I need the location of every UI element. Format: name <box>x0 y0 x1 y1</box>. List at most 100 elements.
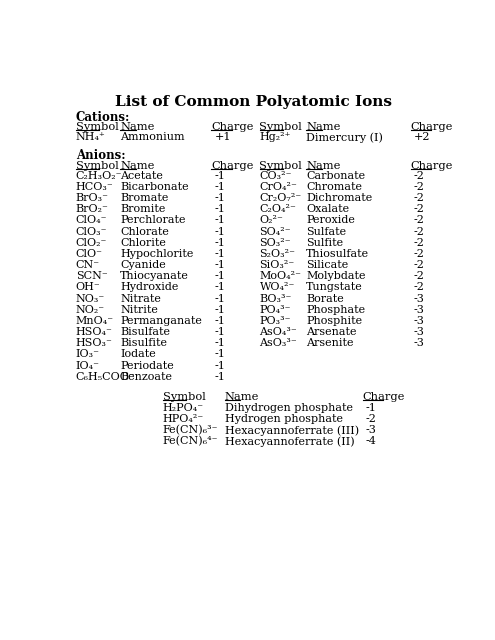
Text: Periodate: Periodate <box>120 360 174 371</box>
Text: Phosphate: Phosphate <box>306 305 365 315</box>
Text: Borate: Borate <box>306 294 344 303</box>
Text: Symbol: Symbol <box>259 161 302 171</box>
Text: -2: -2 <box>414 271 425 281</box>
Text: Dimercury (I): Dimercury (I) <box>306 132 383 143</box>
Text: Nitrite: Nitrite <box>120 305 158 315</box>
Text: Phosphite: Phosphite <box>306 316 362 326</box>
Text: C₆H₅COO⁻: C₆H₅COO⁻ <box>76 372 136 381</box>
Text: SiO₃²⁻: SiO₃²⁻ <box>259 260 295 270</box>
Text: HSO₄⁻: HSO₄⁻ <box>76 327 113 337</box>
Text: -1: -1 <box>214 372 225 381</box>
Text: Symbol: Symbol <box>76 122 119 132</box>
Text: -2: -2 <box>414 171 425 180</box>
Text: C₂O₄²⁻: C₂O₄²⁻ <box>259 204 297 214</box>
Text: OH⁻: OH⁻ <box>76 282 100 292</box>
Text: Carbonate: Carbonate <box>306 171 365 180</box>
Text: SCN⁻: SCN⁻ <box>76 271 107 281</box>
Text: Thiocyanate: Thiocyanate <box>120 271 189 281</box>
Text: PO₃³⁻: PO₃³⁻ <box>259 316 291 326</box>
Text: -1: -1 <box>366 403 377 413</box>
Text: Cr₂O₇²⁻: Cr₂O₇²⁻ <box>259 193 302 203</box>
Text: -1: -1 <box>214 237 225 248</box>
Text: -2: -2 <box>414 227 425 237</box>
Text: WO₄²⁻: WO₄²⁻ <box>259 282 295 292</box>
Text: -2: -2 <box>366 414 377 424</box>
Text: -2: -2 <box>414 204 425 214</box>
Text: Bromate: Bromate <box>120 193 168 203</box>
Text: CrO₄²⁻: CrO₄²⁻ <box>259 182 297 192</box>
Text: -1: -1 <box>214 271 225 281</box>
Text: MoO₄²⁻: MoO₄²⁻ <box>259 271 301 281</box>
Text: Sulfate: Sulfate <box>306 227 346 237</box>
Text: Name: Name <box>306 122 341 132</box>
Text: IO₄⁻: IO₄⁻ <box>76 360 100 371</box>
Text: HCO₃⁻: HCO₃⁻ <box>76 182 113 192</box>
Text: Fe(CN)₆³⁻: Fe(CN)₆³⁻ <box>163 425 218 436</box>
Text: -3: -3 <box>414 327 425 337</box>
Text: Name: Name <box>120 161 154 171</box>
Text: -1: -1 <box>214 216 225 225</box>
Text: CN⁻: CN⁻ <box>76 260 100 270</box>
Text: SO₄²⁻: SO₄²⁻ <box>259 227 291 237</box>
Text: Anions:: Anions: <box>76 149 125 162</box>
Text: -1: -1 <box>214 227 225 237</box>
Text: Charge: Charge <box>362 392 405 402</box>
Text: PO₄³⁻: PO₄³⁻ <box>259 305 291 315</box>
Text: Symbol: Symbol <box>163 392 205 402</box>
Text: Symbol: Symbol <box>259 122 302 132</box>
Text: -1: -1 <box>214 171 225 180</box>
Text: -1: -1 <box>214 294 225 303</box>
Text: Name: Name <box>225 392 259 402</box>
Text: NO₂⁻: NO₂⁻ <box>76 305 105 315</box>
Text: +2: +2 <box>414 132 430 142</box>
Text: Benzoate: Benzoate <box>120 372 172 381</box>
Text: -1: -1 <box>214 282 225 292</box>
Text: Molybdate: Molybdate <box>306 271 365 281</box>
Text: Arsenite: Arsenite <box>306 338 353 348</box>
Text: IO₃⁻: IO₃⁻ <box>76 349 100 360</box>
Text: -3: -3 <box>414 305 425 315</box>
Text: -3: -3 <box>414 338 425 348</box>
Text: Peroxide: Peroxide <box>306 216 355 225</box>
Text: -1: -1 <box>214 305 225 315</box>
Text: -2: -2 <box>414 216 425 225</box>
Text: -1: -1 <box>214 260 225 270</box>
Text: Hydrogen phosphate: Hydrogen phosphate <box>225 414 343 424</box>
Text: -2: -2 <box>414 193 425 203</box>
Text: ClO₃⁻: ClO₃⁻ <box>76 227 107 237</box>
Text: List of Common Polyatomic Ions: List of Common Polyatomic Ions <box>115 95 392 109</box>
Text: -1: -1 <box>214 316 225 326</box>
Text: -3: -3 <box>414 294 425 303</box>
Text: -1: -1 <box>214 193 225 203</box>
Text: ClO₄⁻: ClO₄⁻ <box>76 216 107 225</box>
Text: BrO₂⁻: BrO₂⁻ <box>76 204 109 214</box>
Text: Hexacyannoferrate (II): Hexacyannoferrate (II) <box>225 436 354 447</box>
Text: Fe(CN)₆⁴⁻: Fe(CN)₆⁴⁻ <box>163 436 218 447</box>
Text: C₂H₃O₂⁻: C₂H₃O₂⁻ <box>76 171 122 180</box>
Text: -1: -1 <box>214 327 225 337</box>
Text: Cations:: Cations: <box>76 111 130 124</box>
Text: Charge: Charge <box>211 161 254 171</box>
Text: Perchlorate: Perchlorate <box>120 216 186 225</box>
Text: -1: -1 <box>214 360 225 371</box>
Text: AsO₃³⁻: AsO₃³⁻ <box>259 338 297 348</box>
Text: -1: -1 <box>214 182 225 192</box>
Text: SO₃²⁻: SO₃²⁻ <box>259 237 291 248</box>
Text: Hydroxide: Hydroxide <box>120 282 178 292</box>
Text: MnO₄⁻: MnO₄⁻ <box>76 316 114 326</box>
Text: Thiosulfate: Thiosulfate <box>306 249 369 259</box>
Text: Charge: Charge <box>211 122 254 132</box>
Text: Sulfite: Sulfite <box>306 237 343 248</box>
Text: AsO₄³⁻: AsO₄³⁻ <box>259 327 297 337</box>
Text: Permanganate: Permanganate <box>120 316 202 326</box>
Text: ClO₂⁻: ClO₂⁻ <box>76 237 107 248</box>
Text: -1: -1 <box>214 349 225 360</box>
Text: -1: -1 <box>214 204 225 214</box>
Text: Bromite: Bromite <box>120 204 165 214</box>
Text: ClO⁻: ClO⁻ <box>76 249 103 259</box>
Text: Hg₂²⁺: Hg₂²⁺ <box>259 132 291 142</box>
Text: -3: -3 <box>366 425 377 435</box>
Text: Ammonium: Ammonium <box>120 132 185 142</box>
Text: -1: -1 <box>214 249 225 259</box>
Text: -2: -2 <box>414 282 425 292</box>
